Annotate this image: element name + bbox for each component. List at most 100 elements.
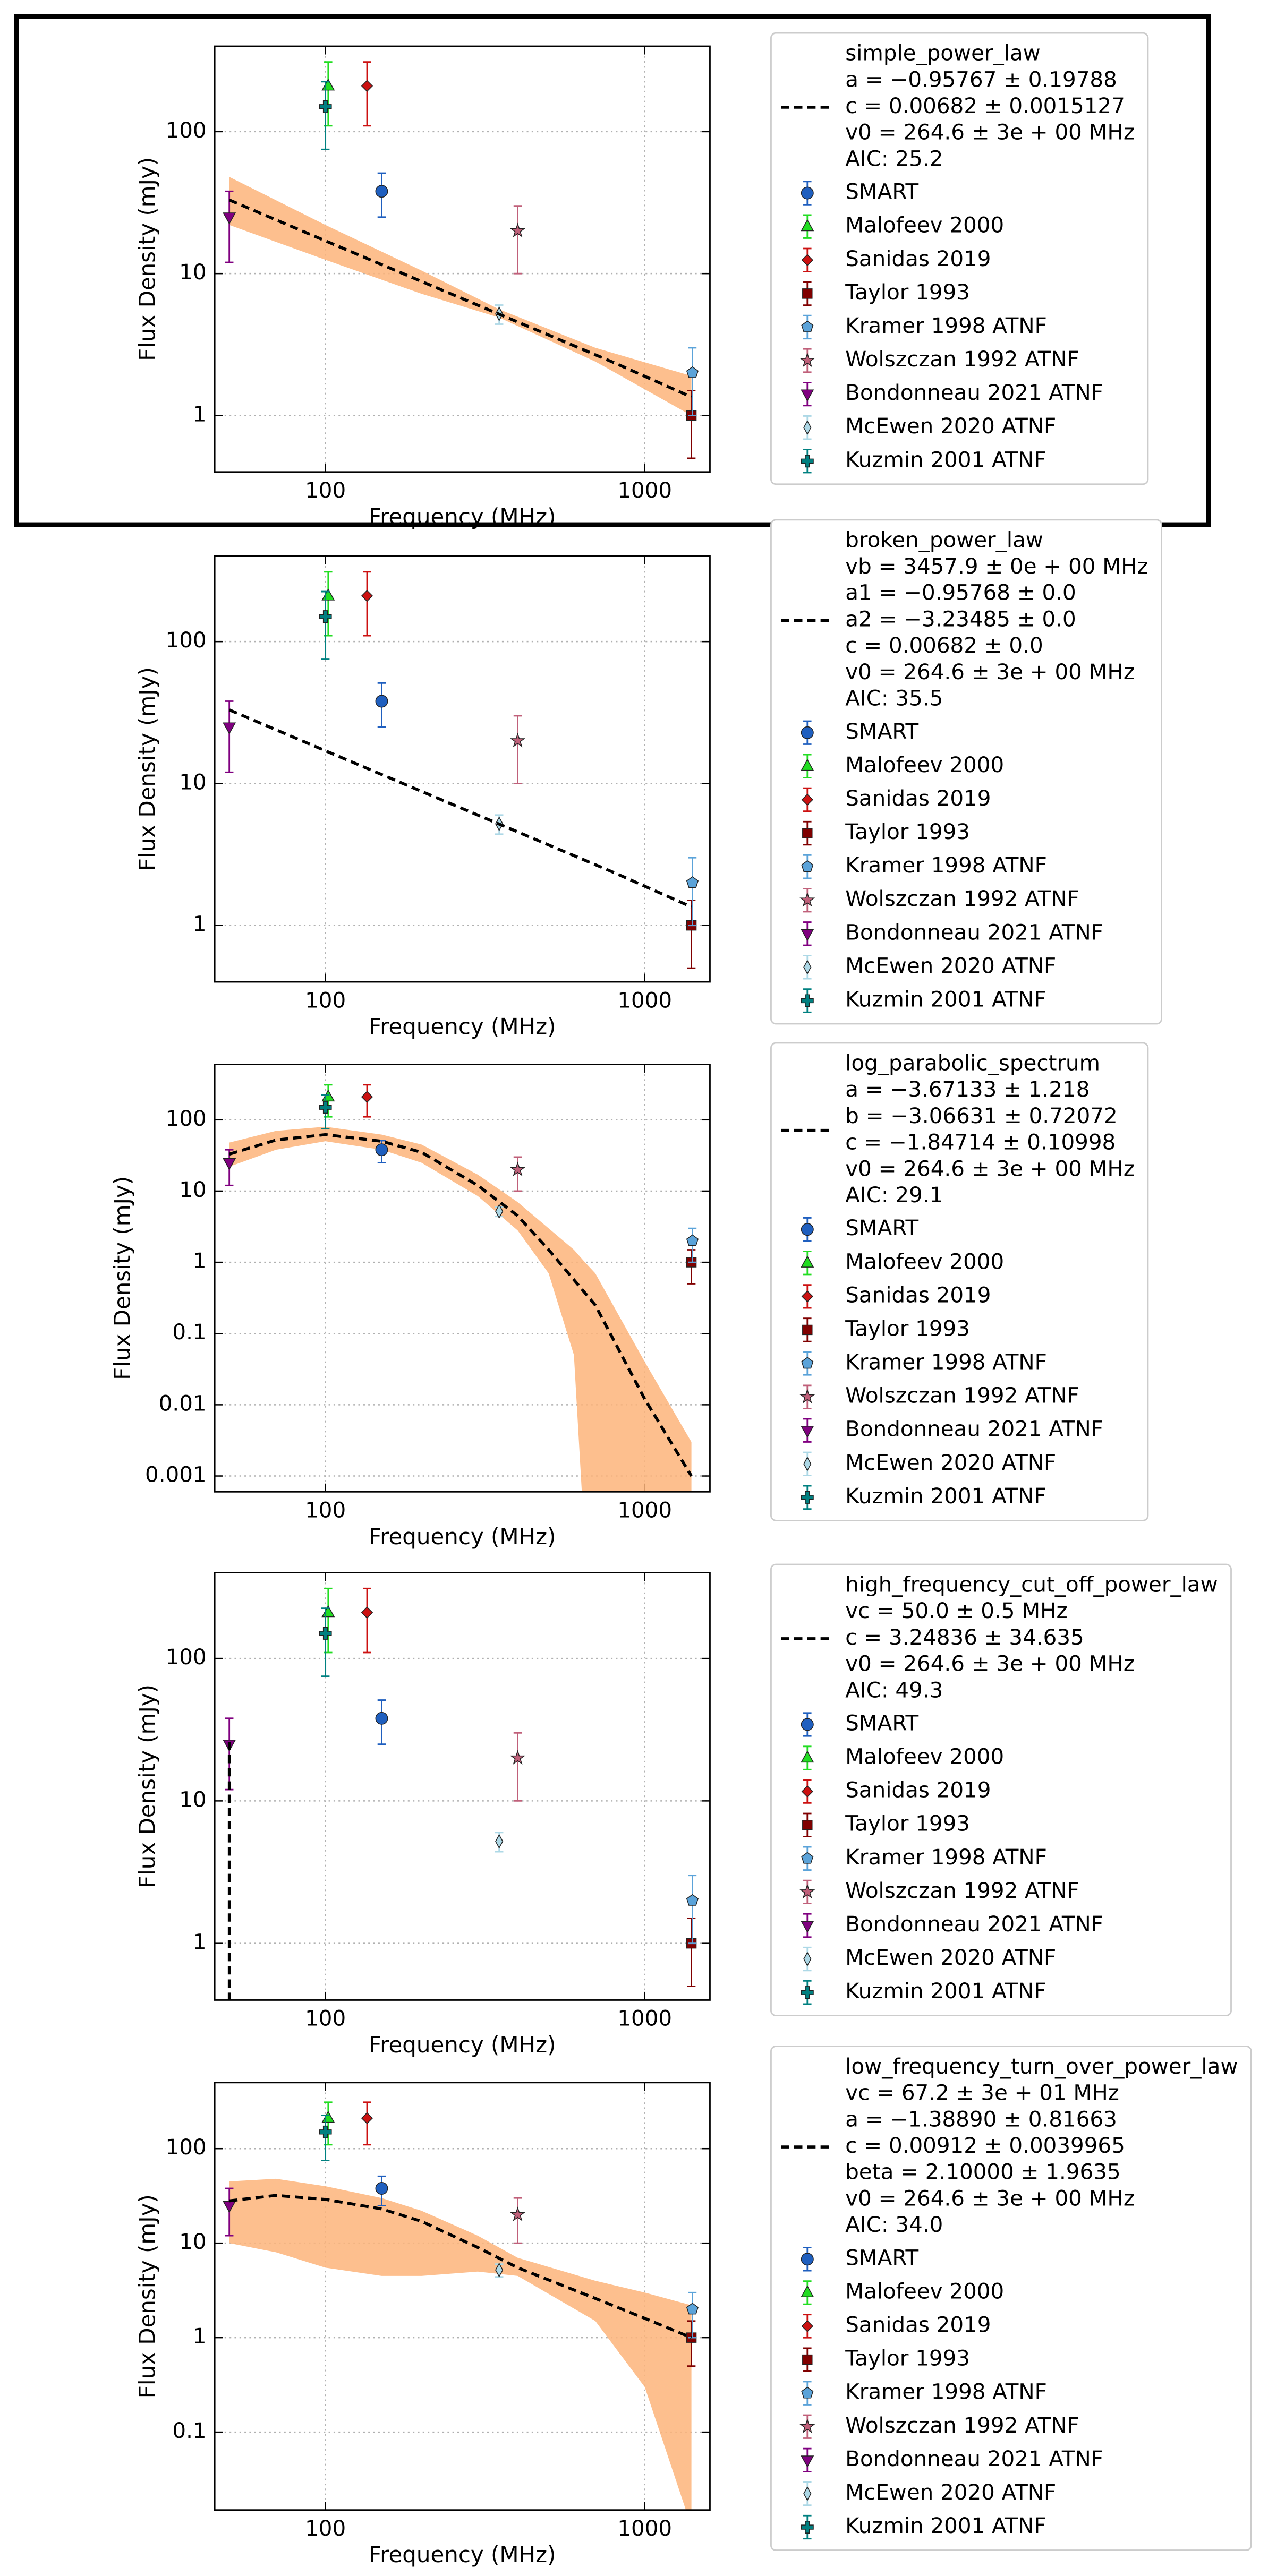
- legend-marker: [801, 1491, 814, 1504]
- legend-label: Kuzmin 2001 ATNF: [845, 987, 1046, 1012]
- data-point: [223, 2201, 236, 2213]
- legend-marker: [801, 2253, 814, 2266]
- x-tick-label: 100: [305, 2516, 346, 2541]
- legend-label: Wolszczan 1992 ATNF: [845, 1383, 1079, 1408]
- error-bar: [363, 571, 371, 637]
- y-tick-label: 0.001: [145, 1462, 207, 1487]
- x-axis-label: Frequency (MHz): [369, 2541, 556, 2568]
- legend-label: a2 = −3.23485 ± 0.0: [845, 606, 1076, 631]
- error-bar: [363, 1587, 371, 1654]
- legend-marker: [801, 2320, 813, 2332]
- data-point: [361, 2112, 373, 2125]
- data-point: [686, 1234, 699, 1246]
- legend-frame: [770, 2046, 1252, 2551]
- legend-label: vb = 3457.9 ± 0e + 00 MHz: [845, 554, 1148, 579]
- x-tick-label: 1000: [617, 2006, 672, 2031]
- legend-label: AIC: 35.5: [845, 686, 943, 711]
- error-bar: [687, 389, 696, 459]
- legend-marker: [801, 1357, 814, 1369]
- legend-label: McEwen 2020 ATNF: [845, 2480, 1056, 2505]
- y-tick-label: 1: [193, 912, 207, 937]
- axes-frame: [214, 2082, 711, 2511]
- y-axis-label: Flux Density (mJy): [134, 1684, 160, 1888]
- legend-label: b = −3.06631 ± 0.72072: [845, 1103, 1117, 1128]
- legend-label: v0 = 264.6 ± 3e + 00 MHz: [845, 120, 1135, 145]
- error-bar: [688, 857, 697, 927]
- x-axis-label: Frequency (MHz): [369, 2032, 556, 2058]
- x-axis-label: Frequency (MHz): [369, 1524, 556, 1550]
- data-point: [686, 2303, 699, 2315]
- x-tick-label: 100: [305, 1498, 346, 1523]
- y-tick-label: 1: [193, 2324, 207, 2349]
- legend-frame: [770, 1042, 1149, 1521]
- error-bar: [688, 347, 697, 416]
- data-point: [509, 222, 526, 238]
- y-tick-label: 100: [166, 1106, 207, 1131]
- subplot: 100 1000 1 10 100 Frequency (MHz) Flux Density…: [134, 519, 1162, 1040]
- error-bar: [321, 1607, 330, 1677]
- x-axis-label: Frequency (MHz): [369, 503, 556, 529]
- legend-label: Malofeev 2000: [845, 213, 1004, 238]
- legend-marker: [799, 352, 815, 367]
- legend-marker: [803, 1456, 812, 1471]
- legend-marker: [801, 320, 814, 332]
- legend-label: Kuzmin 2001 ATNF: [845, 1979, 1046, 2004]
- legend-label: Kramer 1998 ATNF: [845, 1845, 1047, 1870]
- fit-band: [229, 1126, 692, 1492]
- fit-band: [229, 2178, 692, 2510]
- legend-label: high_frequency_cut_off_power_law: [845, 1572, 1218, 1597]
- legend-label: Sanidas 2019: [845, 2313, 991, 2338]
- legend-marker: [801, 758, 814, 771]
- legend-label: c = −1.84714 ± 0.10998: [845, 1130, 1116, 1155]
- legend-label: SMART: [845, 2245, 918, 2270]
- legend-marker: [801, 1852, 814, 1864]
- legend-label: simple_power_law: [845, 41, 1040, 66]
- legend-marker: [801, 219, 814, 232]
- legend-label: Bondonneau 2021 ATNF: [845, 2446, 1103, 2471]
- legend-marker: [801, 2285, 814, 2298]
- y-tick-label: 10: [179, 260, 206, 285]
- subplot: 100 1000 0.001 0.01 0.1 1 10 100 Frequency (MHz)…: [109, 1042, 1149, 1550]
- data-point: [375, 185, 388, 198]
- legend-marker: [801, 1986, 814, 1999]
- data-point: [686, 876, 699, 888]
- legend-label: Kramer 1998 ATNF: [845, 313, 1047, 338]
- legend-frame: [770, 1563, 1232, 2017]
- legend-marker: [801, 1785, 813, 1798]
- fit-line: [229, 2194, 692, 2339]
- data-point: [361, 1091, 373, 1103]
- error-bar: [225, 700, 234, 773]
- error-bar: [687, 1918, 696, 1987]
- y-axis-label: Flux Density (mJy): [134, 667, 160, 871]
- legend-marker: [801, 860, 814, 872]
- error-bar: [363, 61, 371, 127]
- error-bar: [513, 205, 522, 275]
- legend-frame: [770, 32, 1149, 485]
- axes-frame: [214, 1064, 711, 1493]
- data-point: [495, 1204, 504, 1219]
- legend-label: Taylor 1993: [845, 819, 970, 844]
- x-tick-label: 100: [305, 478, 346, 503]
- legend-label: SMART: [845, 1216, 918, 1240]
- data-point: [509, 732, 526, 748]
- legend-marker: [799, 1389, 815, 1403]
- legend-label: Bondonneau 2021 ATNF: [845, 1417, 1103, 1442]
- axes-frame: [214, 45, 711, 473]
- y-tick-label: 0.01: [159, 1391, 207, 1416]
- legend-label: c = 0.00912 ± 0.0039965: [845, 2133, 1125, 2158]
- y-tick-label: 10: [179, 769, 206, 794]
- legend-label: Sanidas 2019: [845, 1778, 991, 1803]
- legend-label: v0 = 264.6 ± 3e + 00 MHz: [845, 1156, 1135, 1181]
- legend-marker: [801, 726, 814, 739]
- legend-marker: [802, 1324, 813, 1336]
- data-point: [361, 589, 373, 602]
- legend-label: Malofeev 2000: [845, 1249, 1004, 1274]
- legend-label: vc = 67.2 ± 3e + 01 MHz: [845, 2081, 1119, 2106]
- legend-marker: [802, 1819, 813, 1830]
- legend-label: Wolszczan 1992 ATNF: [845, 886, 1079, 911]
- subplot: 100 1000 1 10 100 Frequency (MHz) Flux Density…: [134, 1563, 1232, 2058]
- y-axis-label: Flux Density (mJy): [134, 2194, 160, 2398]
- data-point: [495, 1834, 504, 1849]
- y-tick-label: 10: [179, 2229, 206, 2254]
